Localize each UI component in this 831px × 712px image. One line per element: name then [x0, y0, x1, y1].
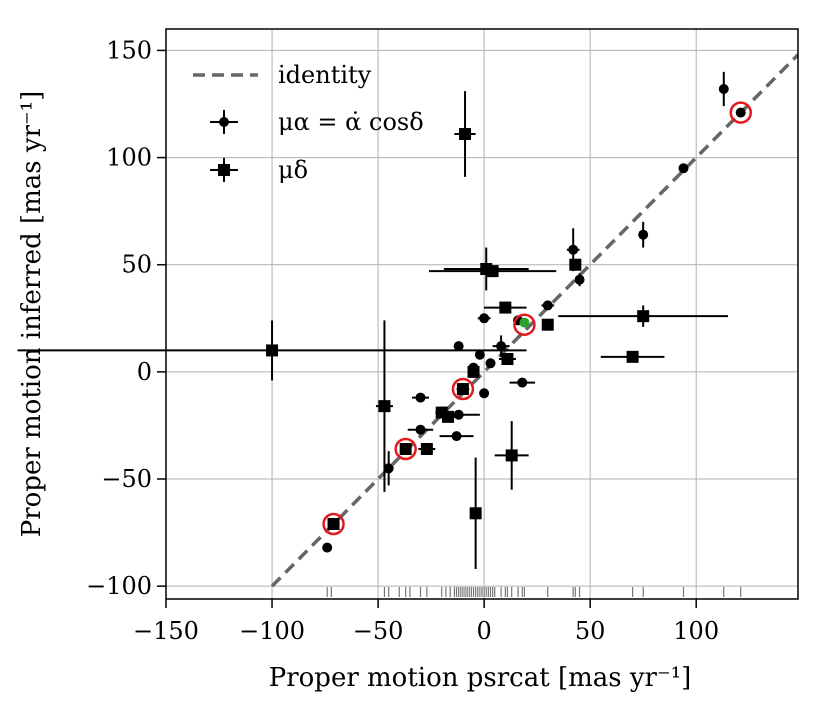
legend-square-marker — [218, 164, 230, 176]
x-axis: −150 −100 −50 0 50 100 — [133, 599, 719, 645]
mu-delta-point — [499, 301, 512, 314]
mu-alpha-point — [574, 274, 585, 285]
y-axis: −100 −50 0 50 100 150 — [86, 36, 166, 600]
x-tick-label: 100 — [673, 617, 719, 645]
mu-alpha-point — [451, 431, 462, 442]
mu-delta-point — [456, 383, 469, 395]
highlight-ring — [513, 313, 536, 336]
mu-alpha-point — [479, 313, 490, 324]
y-tick-label: 0 — [137, 358, 152, 386]
mu-alpha-point — [322, 542, 333, 553]
mu-delta-point — [378, 400, 391, 413]
mu-delta-point — [442, 410, 455, 423]
legend: identity μα = α̇ cosδ μδ — [193, 61, 424, 184]
y-tick-label: −50 — [101, 465, 152, 493]
y-tick-label: −100 — [86, 572, 152, 600]
mu-alpha-point — [542, 300, 553, 311]
mu-alpha-point — [453, 341, 464, 352]
mu-alpha-point — [718, 84, 729, 94]
mu-alpha-point — [496, 341, 507, 352]
y-tick-label: 50 — [121, 251, 152, 279]
mu-delta-point — [569, 258, 582, 271]
mu-alpha-point — [453, 409, 464, 420]
legend-mu-delta-label: μδ — [278, 156, 308, 184]
mu-alpha-point — [568, 244, 579, 255]
x-tick-label: −50 — [353, 617, 404, 645]
y-axis-label: Proper motion inferred [mas yr⁻¹] — [17, 91, 47, 538]
mu-delta-point — [541, 318, 554, 331]
mu-delta-point — [469, 507, 482, 520]
mu-alpha-point — [479, 388, 490, 399]
legend-circle-marker — [219, 117, 229, 127]
mu-delta-point — [420, 443, 433, 455]
mu-alpha-point — [678, 163, 689, 174]
mu-alpha-point — [415, 392, 426, 403]
grid — [165, 29, 798, 599]
plot-frame — [165, 28, 799, 600]
mu-delta-point — [637, 310, 650, 323]
mu-alpha-point — [415, 424, 426, 435]
highlight-ring — [729, 101, 752, 124]
x-tick-label: −100 — [239, 617, 305, 645]
x-axis-label: Proper motion psrcat [mas yr⁻¹] — [269, 663, 692, 693]
mu-delta-point — [399, 443, 412, 455]
rug-marks — [326, 587, 742, 597]
legend-mu-alpha-label: μα = α̇ cosδ — [278, 108, 424, 136]
x-tick-label: 50 — [575, 617, 606, 645]
mu-delta-point — [459, 128, 472, 140]
mu-alpha-point — [735, 107, 746, 118]
y-tick-label: 150 — [106, 36, 152, 64]
mu-delta-point — [486, 265, 499, 278]
highlight-ring — [451, 377, 475, 401]
mu-alpha-point — [474, 349, 485, 360]
mu-alpha-point — [638, 229, 649, 240]
data-points — [266, 84, 746, 553]
mu-delta-point — [626, 350, 639, 363]
mu-delta-point — [467, 365, 480, 378]
mu-delta-point — [501, 353, 514, 365]
mu-alpha-point — [383, 463, 394, 474]
mu-alpha-point — [517, 377, 528, 388]
identity-line — [270, 53, 800, 588]
green-point — [519, 317, 530, 328]
x-tick-label: −150 — [133, 617, 199, 645]
mu-alpha-point — [485, 358, 496, 369]
mu-delta-point — [266, 344, 279, 357]
highlight-ring — [394, 437, 417, 461]
mu-delta-point — [505, 449, 518, 462]
legend-identity-label: identity — [278, 61, 372, 89]
highlight-ring — [322, 512, 345, 536]
y-tick-label: 100 — [106, 144, 152, 172]
x-tick-label: 0 — [476, 617, 491, 645]
highlight-rings — [322, 101, 752, 536]
mu-delta-point — [327, 518, 340, 530]
